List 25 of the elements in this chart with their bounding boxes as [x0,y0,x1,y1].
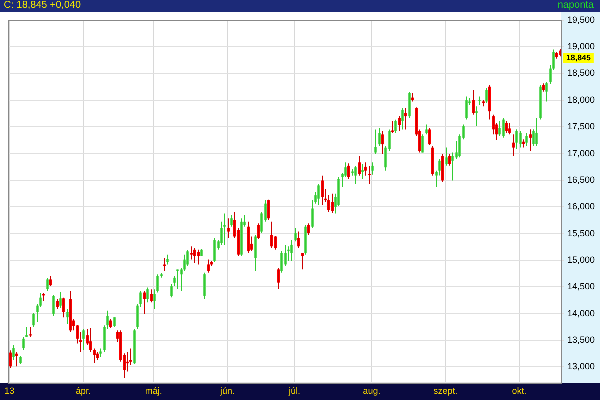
x-tick-label: ápr. [76,386,91,396]
y-tick-label: 19,500 [567,14,596,25]
chart-title: C: 18,845 +0,040 [4,0,82,12]
chart-subtitle: naponta [558,0,594,12]
y-tick-label: 17,000 [567,148,596,158]
x-tick-label: aug. [363,386,381,396]
y-tick-label: 15,500 [567,228,596,238]
x-tick-label: júl. [288,386,301,396]
x-tick-label: okt. [512,386,527,396]
y-tick-label: 18,500 [567,68,596,78]
y-tick-label: 19,000 [567,42,596,52]
y-tick-label: 13,500 [567,335,596,345]
y-tick-label: 13,000 [567,362,596,372]
x-tick-label: jún. [219,386,235,396]
y-tick-label: 18,000 [567,94,596,105]
y-tick-label: 16,500 [567,174,596,185]
x-tick-label: 13 [4,386,15,396]
y-tick-label: 15,000 [567,254,596,265]
text: 18,845 [566,54,592,63]
y-tick-label: 14,000 [567,308,596,318]
y-tick-label: 14,500 [567,282,596,292]
x-tick-label: máj. [145,386,162,396]
y-tick-label: 17,500 [567,122,596,132]
x-tick-label: szept. [434,386,458,396]
y-tick-label: 16,000 [567,202,596,212]
